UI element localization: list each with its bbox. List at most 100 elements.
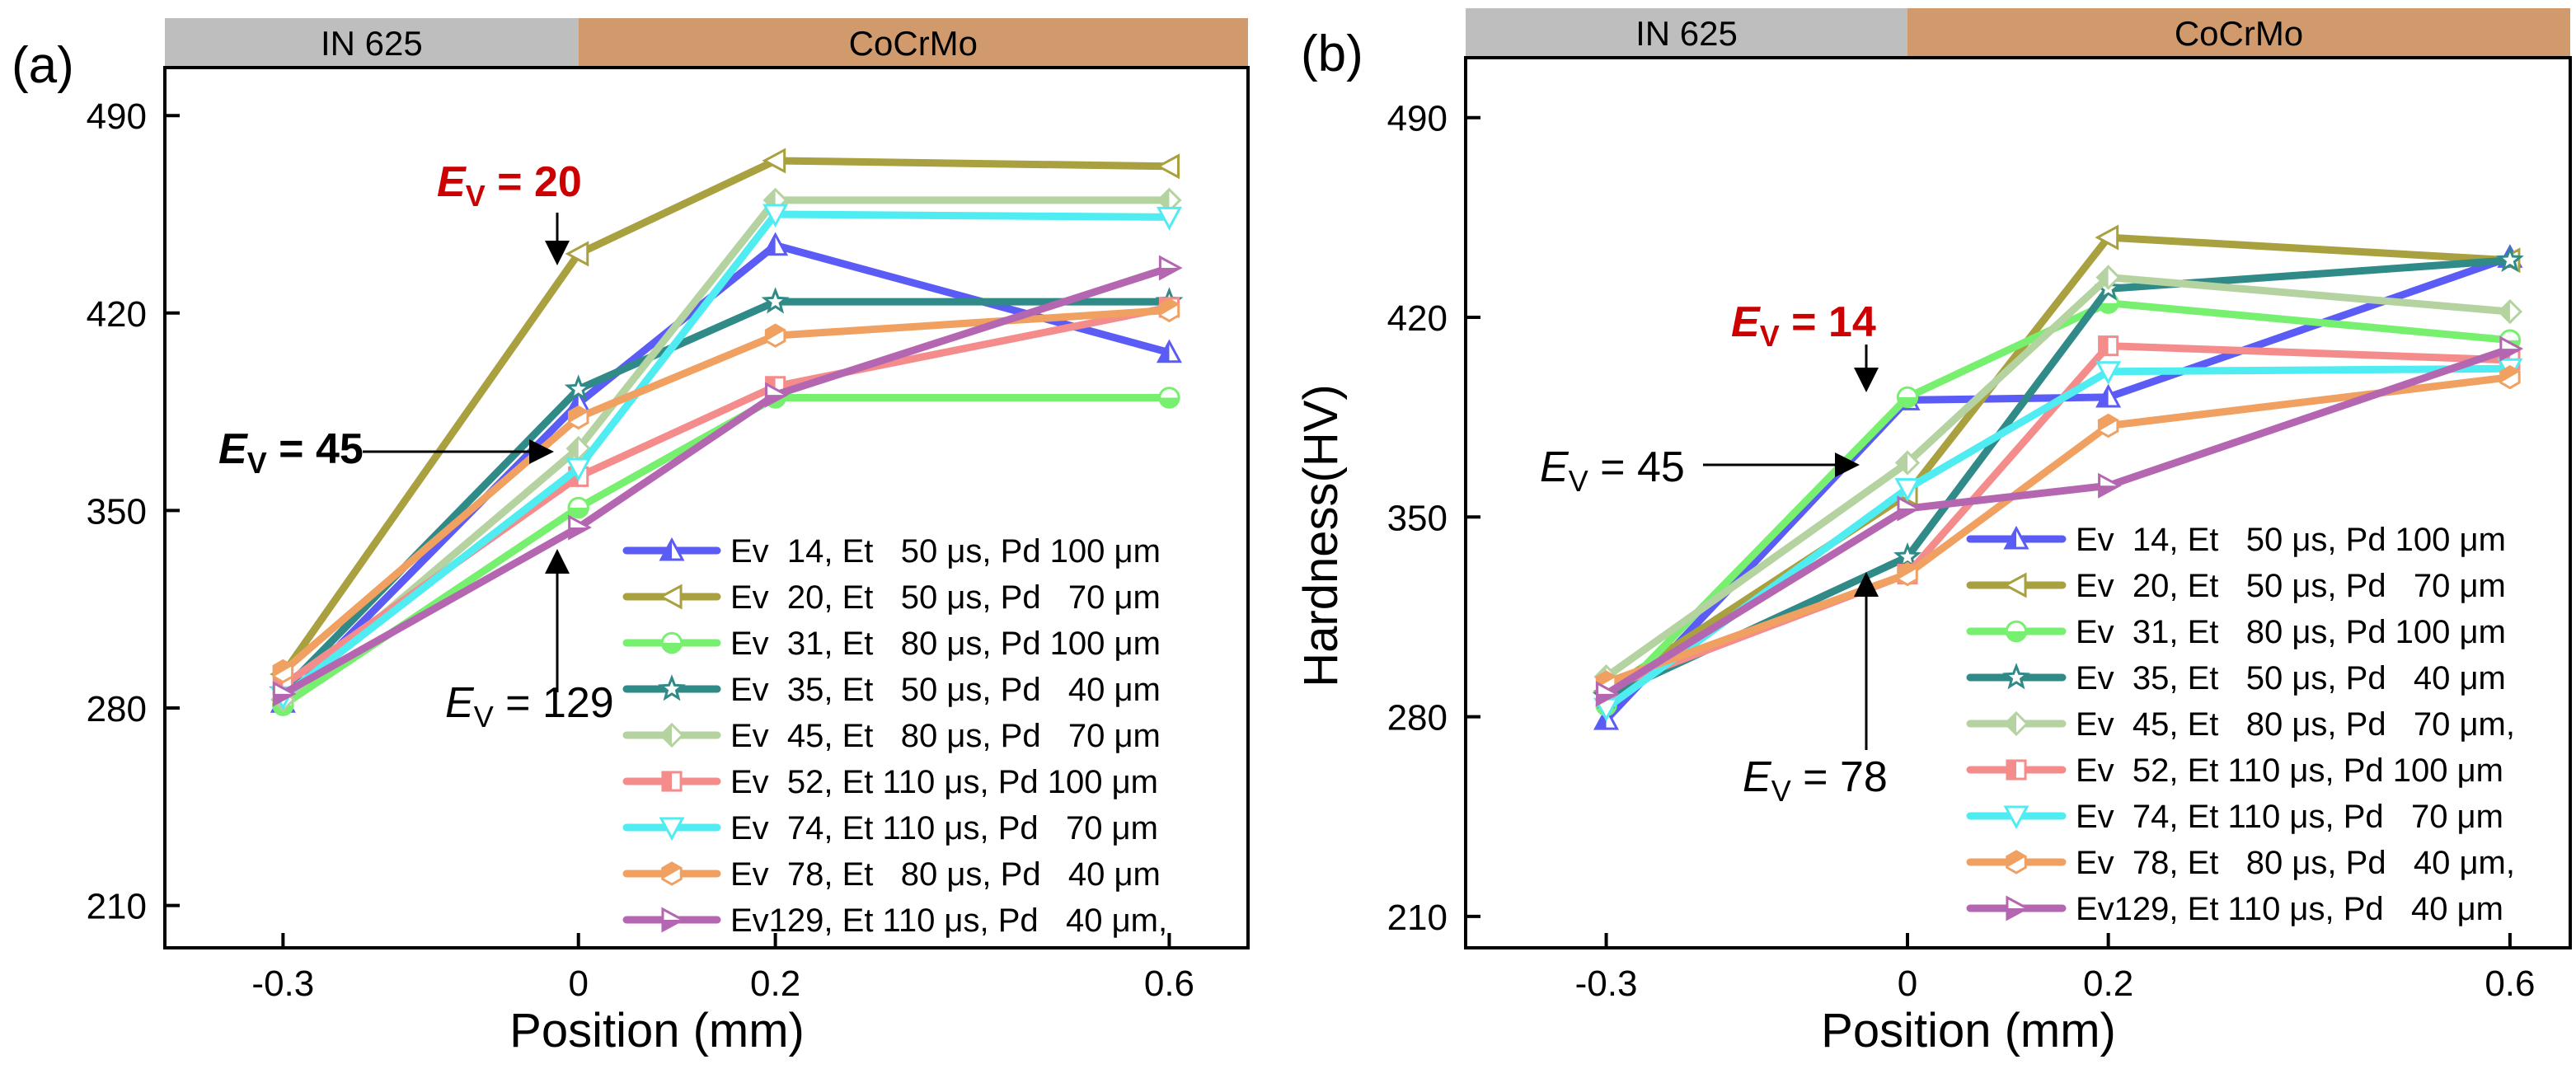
legend-marker-0 <box>2003 525 2029 550</box>
material-band-label-0: IN 625 <box>321 24 423 63</box>
data-point-4-1 <box>565 435 591 462</box>
legend-label-1: Ev 20, Et 50 μs, Pd 70 μm <box>2076 568 2506 604</box>
data-point-8-0 <box>1595 681 1620 707</box>
annotation-1: EV = 45 <box>218 425 554 480</box>
annotation-text-2: EV = 129 <box>445 679 614 734</box>
series-7 <box>272 298 1180 684</box>
data-point-2-1 <box>567 496 589 519</box>
legend-label-7: Ev 78, Et 80 μs, Pd 40 μm <box>730 856 1161 893</box>
data-point-7-1 <box>1897 561 1918 587</box>
data-point-3-1 <box>1893 542 1921 570</box>
panel-label: (a) <box>12 37 74 94</box>
series-line-2 <box>1602 299 2514 710</box>
annotation-text-1: EV = 45 <box>218 425 364 480</box>
data-point-8-2 <box>2098 472 2122 499</box>
panel-label: (b) <box>1301 26 1363 82</box>
annotation-text-0: EV = 20 <box>437 158 582 213</box>
data-point-6-1 <box>1894 478 1921 502</box>
legend-marker-2 <box>2005 620 2028 643</box>
annotation-text-2: EV = 78 <box>1743 753 1888 808</box>
series-line-0 <box>1602 253 2514 724</box>
x-tick-label: 0 <box>1898 963 1917 1004</box>
series-line-1 <box>279 157 1173 678</box>
legend-label-5: Ev 52, Et 110 μs, Pd 100 μm <box>2076 752 2503 789</box>
legend-label-6: Ev 74, Et 110 μs, Pd 70 μm <box>2076 799 2503 835</box>
material-band-1 <box>1907 8 2570 58</box>
data-point-1-3 <box>1156 153 1180 180</box>
legend-marker-3 <box>658 674 686 701</box>
x-tick-label: -0.3 <box>251 963 314 1004</box>
legend-label-2: Ev 31, Et 80 μs, Pd 100 μm <box>730 626 1161 662</box>
data-point-4-3 <box>2497 298 2523 325</box>
legend-label-8: Ev129, Et 110 μs, Pd 40 μm, <box>730 902 1167 939</box>
annotation-2: EV = 129 <box>445 549 614 734</box>
legend-marker-6 <box>2003 805 2029 830</box>
legend-label-2: Ev 31, Et 80 μs, Pd 100 μm <box>2076 614 2506 650</box>
data-point-0-2 <box>2095 383 2122 408</box>
data-point-4-2 <box>2095 265 2121 290</box>
data-point-8-0 <box>272 681 297 707</box>
legend-marker-4 <box>2003 710 2029 737</box>
data-point-0-2 <box>762 232 789 256</box>
legend-label-8: Ev129, Et 110 μs, Pd 40 μm <box>2076 891 2503 927</box>
series-line-8 <box>279 264 1173 698</box>
data-point-0-3 <box>1156 339 1182 363</box>
legend-label-1: Ev 20, Et 50 μs, Pd 70 μm <box>730 579 1161 616</box>
series-8 <box>1595 335 2524 707</box>
y-tick-label: 420 <box>1387 298 1448 339</box>
x-tick-label: 0.6 <box>2485 963 2535 1004</box>
data-point-8-2 <box>765 382 789 408</box>
legend-marker-0 <box>659 537 685 561</box>
annotation-0: EV = 20 <box>437 158 582 265</box>
series-8 <box>272 255 1183 707</box>
y-tick-label: 280 <box>87 689 147 729</box>
data-point-7-3 <box>2499 364 2521 390</box>
series-line-7 <box>279 306 1173 676</box>
data-point-8-1 <box>1897 495 1921 522</box>
data-point-1-2 <box>2095 224 2119 251</box>
y-axis-label: Hardness(HV) <box>1294 384 1348 687</box>
legend-label-4: Ev 45, Et 80 μs, Pd 70 μm, <box>2076 706 2515 743</box>
series-line-8 <box>1602 345 2514 698</box>
data-point-6-1 <box>565 457 592 482</box>
legend: Ev 14, Et 50 μs, Pd 100 μm Ev 20, Et 50 μ… <box>622 533 1167 939</box>
legend-marker-2 <box>660 631 683 654</box>
annotation-text-0: EV = 14 <box>1731 298 1876 353</box>
data-point-2-1 <box>1896 386 1919 409</box>
data-point-6-2 <box>2095 361 2122 385</box>
data-point-3-3 <box>2495 245 2524 273</box>
data-point-7-0 <box>272 659 294 684</box>
annotation-1: EV = 45 <box>1540 443 1860 498</box>
legend-marker-1 <box>2002 572 2027 598</box>
data-point-3-2 <box>761 287 790 314</box>
data-point-3-1 <box>564 374 593 401</box>
y-tick-label: 490 <box>1387 99 1448 139</box>
data-point-7-2 <box>764 323 786 348</box>
legend-marker-6 <box>659 817 685 842</box>
legend-marker-7 <box>2006 850 2027 874</box>
x-tick-label: 0.6 <box>1144 963 1194 1004</box>
legend-marker-5 <box>661 771 683 792</box>
y-tick-label: 350 <box>1387 498 1448 538</box>
data-point-6-2 <box>762 204 789 228</box>
annotation-2: EV = 78 <box>1743 572 1888 808</box>
data-point-1-1 <box>565 241 589 267</box>
legend-label-3: Ev 35, Et 50 μs, Pd 40 μm <box>730 672 1161 708</box>
y-tick-label: 280 <box>1387 698 1448 738</box>
data-point-8-1 <box>568 514 592 541</box>
series-line-6 <box>279 210 1173 701</box>
plot-frame <box>1464 56 2572 949</box>
legend-label-5: Ev 52, Et 110 μs, Pd 100 μm <box>730 764 1158 800</box>
legend-marker-4 <box>659 722 685 748</box>
y-tick-label: 420 <box>87 294 147 335</box>
data-point-6-3 <box>1156 206 1182 231</box>
material-band-label-0: IN 625 <box>1635 14 1738 53</box>
series-line-4 <box>1602 274 2514 681</box>
legend-marker-1 <box>658 584 683 610</box>
y-tick-label: 350 <box>87 491 147 532</box>
x-tick-label: 0.2 <box>750 963 800 1004</box>
legend-label-7: Ev 78, Et 80 μs, Pd 40 μm, <box>2076 845 2515 881</box>
data-point-7-1 <box>567 405 589 430</box>
x-tick-label: 0 <box>568 963 588 1004</box>
